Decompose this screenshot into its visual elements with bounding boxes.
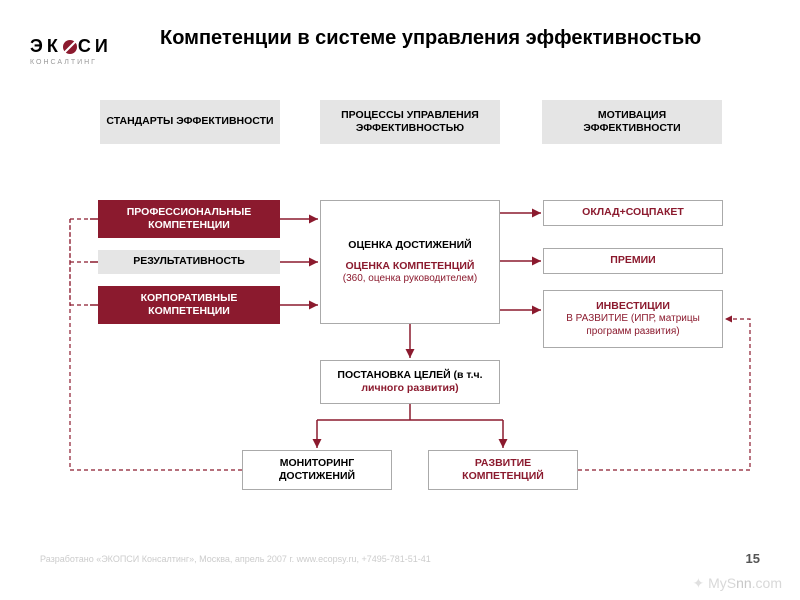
top-box-processes: ПРОЦЕССЫ УПРАВЛЕНИЯ ЭФФЕКТИВНОСТЬЮ <box>320 100 500 144</box>
page-number: 15 <box>746 551 760 566</box>
top-box-standards: СТАНДАРТЫ ЭФФЕКТИВНОСТИ <box>100 100 280 144</box>
left-prof-comp: ПРОФЕССИОНАЛЬНЫЕ КОМПЕТЕНЦИИ <box>98 200 280 238</box>
watermark: ✦ MySnn.com <box>692 575 782 592</box>
left-corp-comp: КОРПОРАТИВНЫЕ КОМПЕТЕНЦИИ <box>98 286 280 324</box>
center-assessment: ОЦЕНКА ДОСТИЖЕНИЙ ОЦЕНКА КОМПЕТЕНЦИЙ (36… <box>320 200 500 324</box>
center-mid1: ОЦЕНКА КОМПЕТЕНЦИЙ <box>346 260 475 273</box>
footer-text: Разработано «ЭКОПСИ Консалтинг», Москва,… <box>40 554 431 564</box>
bottom-develop: РАЗВИТИЕ КОМПЕТЕНЦИЙ <box>428 450 578 490</box>
right-invest-l1: ИНВЕСТИЦИИ <box>596 300 670 313</box>
top-box-motivation: МОТИВАЦИЯ ЭФФЕКТИВНОСТИ <box>542 100 722 144</box>
goals-l2: личного развития) <box>361 382 458 395</box>
page-title: Компетенции в системе управления эффекти… <box>160 26 720 50</box>
goals-l1: ПОСТАНОВКА ЦЕЛЕЙ (в т.ч. <box>337 369 482 382</box>
right-invest: ИНВЕСТИЦИИ В РАЗВИТИЕ (ИПР, матрицы прог… <box>543 290 723 348</box>
left-result: РЕЗУЛЬТАТИВНОСТЬ <box>98 250 280 274</box>
center-mid2: (360, оценка руководителем) <box>343 273 478 286</box>
right-bonus: ПРЕМИИ <box>543 248 723 274</box>
right-salary: ОКЛАД+СОЦПАКЕТ <box>543 200 723 226</box>
logo: ЭКСИ КОНСАЛТИНГ <box>30 36 112 66</box>
bottom-monitoring: МОНИТОРИНГ ДОСТИЖЕНИЙ <box>242 450 392 490</box>
center-line1: ОЦЕНКА ДОСТИЖЕНИЙ <box>348 239 471 252</box>
goals-box: ПОСТАНОВКА ЦЕЛЕЙ (в т.ч. личного развити… <box>320 360 500 404</box>
right-invest-l2: В РАЗВИТИЕ (ИПР, матрицы программ развит… <box>550 313 716 338</box>
